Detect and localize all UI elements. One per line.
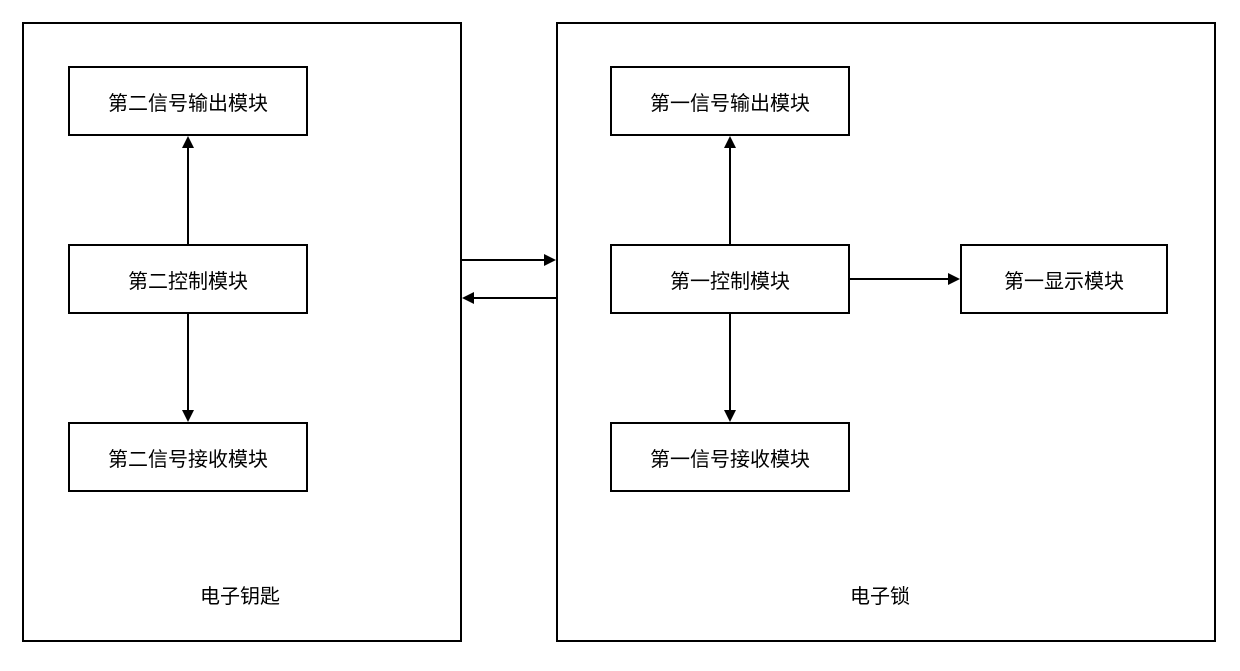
node-label: 第一信号接收模块 <box>650 443 810 472</box>
node-second-control: 第二控制模块 <box>68 244 308 314</box>
node-label: 第一显示模块 <box>1004 265 1124 294</box>
edge-arrowhead <box>724 410 736 422</box>
node-second-signal-output: 第二信号输出模块 <box>68 66 308 136</box>
edge-arrowhead <box>182 410 194 422</box>
edge-line <box>474 297 556 299</box>
node-label: 第一控制模块 <box>670 265 790 294</box>
edge-line <box>187 148 189 244</box>
edge-line <box>187 314 189 410</box>
diagram-canvas: 电子钥匙 电子锁 第二信号输出模块 第二控制模块 第二信号接收模块 第一信号输出… <box>0 0 1240 671</box>
node-first-signal-output: 第一信号输出模块 <box>610 66 850 136</box>
edge-arrowhead <box>544 254 556 266</box>
node-first-control: 第一控制模块 <box>610 244 850 314</box>
node-label: 第二信号输出模块 <box>108 87 268 116</box>
node-label: 第二控制模块 <box>128 265 248 294</box>
node-first-display: 第一显示模块 <box>960 244 1168 314</box>
edge-line <box>850 278 948 280</box>
edge-line <box>729 314 731 410</box>
edge-arrowhead <box>182 136 194 148</box>
edge-line <box>729 148 731 244</box>
node-label: 第二信号接收模块 <box>108 443 268 472</box>
container-label-electronic-lock: 电子锁 <box>810 580 950 609</box>
edge-arrowhead <box>948 273 960 285</box>
node-first-signal-receive: 第一信号接收模块 <box>610 422 850 492</box>
edge-line <box>462 259 544 261</box>
node-second-signal-receive: 第二信号接收模块 <box>68 422 308 492</box>
container-label-electronic-key: 电子钥匙 <box>170 580 310 609</box>
edge-arrowhead <box>462 292 474 304</box>
edge-arrowhead <box>724 136 736 148</box>
node-label: 第一信号输出模块 <box>650 87 810 116</box>
